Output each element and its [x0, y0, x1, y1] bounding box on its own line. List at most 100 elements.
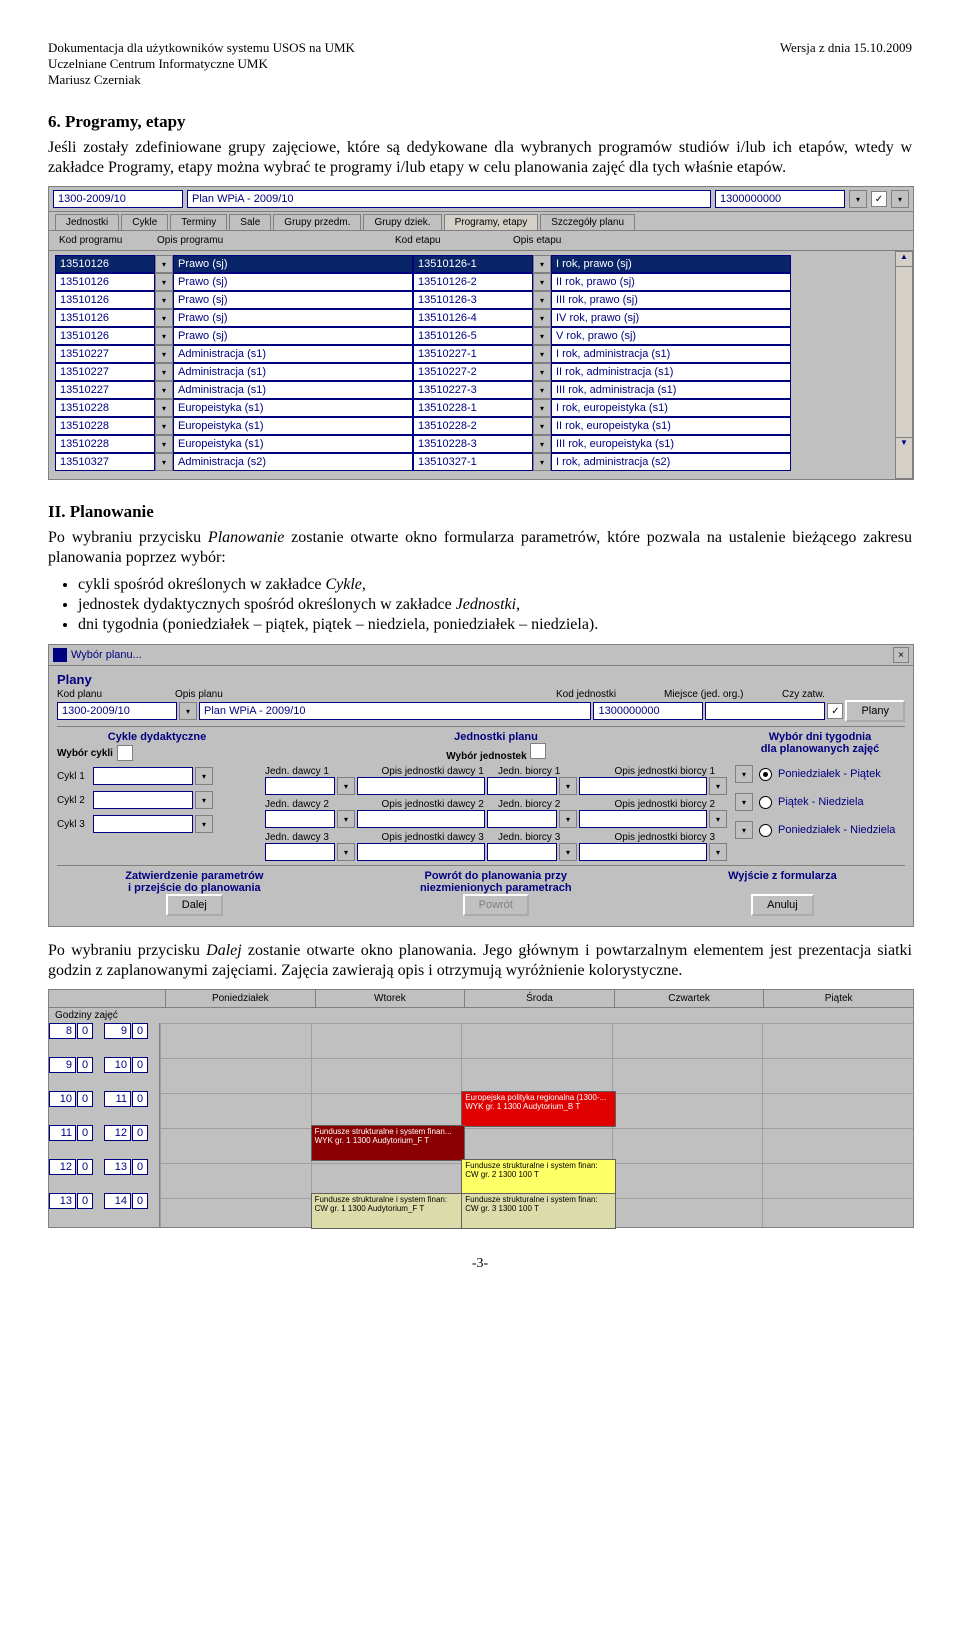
- shot1-kod-planu[interactable]: 1300-2009/10: [53, 190, 183, 208]
- table-row[interactable]: 13510126▾Prawo (sj)13510126-5▾V rok, pra…: [55, 327, 889, 345]
- wybor-jednostek-checkbox[interactable]: [530, 743, 546, 759]
- timetable-event[interactable]: Fundusze strukturalne i system finan... …: [311, 1125, 466, 1161]
- jedn-dawcy-input[interactable]: [265, 810, 335, 828]
- dropdown-icon[interactable]: ▾: [155, 417, 173, 435]
- table-row[interactable]: 13510227▾Administracja (s1)13510227-3▾II…: [55, 381, 889, 399]
- dropdown-icon[interactable]: ▾: [533, 255, 551, 273]
- table-row[interactable]: 13510126▾Prawo (sj)13510126-4▾IV rok, pr…: [55, 309, 889, 327]
- jedn-dawcy-input[interactable]: [265, 777, 335, 795]
- timetable-event[interactable]: Europejska polityka regionalna (1300-...…: [461, 1091, 616, 1127]
- cykl-input[interactable]: [93, 791, 193, 809]
- cykl-input[interactable]: [93, 767, 193, 785]
- close-icon[interactable]: ×: [893, 647, 909, 663]
- tab-szczeg-y-planu[interactable]: Szczegóły planu: [540, 214, 635, 230]
- dropdown-icon[interactable]: ▾: [155, 435, 173, 453]
- table-row[interactable]: 13510228▾Europeistyka (s1)13510228-3▾III…: [55, 435, 889, 453]
- table-row[interactable]: 13510228▾Europeistyka (s1)13510228-1▾I r…: [55, 399, 889, 417]
- table-row[interactable]: 13510126▾Prawo (sj)13510126-3▾III rok, p…: [55, 291, 889, 309]
- dropdown-icon[interactable]: ▾: [155, 291, 173, 309]
- powrot-button[interactable]: Powrót: [463, 894, 529, 916]
- dropdown-icon[interactable]: ▾: [533, 435, 551, 453]
- scroll-up-icon[interactable]: ▲: [896, 252, 912, 267]
- tab-jednostki[interactable]: Jednostki: [55, 214, 119, 230]
- dropdown-icon[interactable]: ▾: [735, 765, 753, 783]
- jedn-biorcy-input[interactable]: [487, 843, 557, 861]
- dropdown-icon[interactable]: ▾: [155, 255, 173, 273]
- dropdown-icon[interactable]: ▾: [559, 810, 577, 828]
- dropdown-icon[interactable]: ▾: [533, 291, 551, 309]
- dropdown-icon[interactable]: ▾: [155, 363, 173, 381]
- dropdown-icon[interactable]: ▾: [533, 363, 551, 381]
- dropdown-icon[interactable]: ▾: [559, 843, 577, 861]
- dropdown-icon[interactable]: ▾: [179, 702, 197, 720]
- dropdown-icon[interactable]: ▾: [709, 843, 727, 861]
- jedn-biorcy-opis[interactable]: [579, 777, 707, 795]
- table-row[interactable]: 13510227▾Administracja (s1)13510227-2▾II…: [55, 363, 889, 381]
- table-row[interactable]: 13510327▾Administracja (s2)13510327-1▾I …: [55, 453, 889, 471]
- table-row[interactable]: 13510126▾Prawo (sj)13510126-2▾II rok, pr…: [55, 273, 889, 291]
- dropdown-icon[interactable]: ▾: [155, 453, 173, 471]
- day-radio[interactable]: [759, 768, 772, 781]
- dalej-button[interactable]: Dalej: [166, 894, 223, 916]
- tab-grupy-przedm-[interactable]: Grupy przedm.: [273, 214, 361, 230]
- day-radio[interactable]: [759, 824, 772, 837]
- dropdown-icon[interactable]: ▾: [337, 810, 355, 828]
- plany-kod[interactable]: 1300-2009/10: [57, 702, 177, 720]
- tab-sale[interactable]: Sale: [229, 214, 271, 230]
- scrollbar[interactable]: ▲ ▼: [895, 251, 913, 479]
- plany-zatw-checkbox[interactable]: ✓: [827, 703, 843, 719]
- dropdown-icon[interactable]: ▾: [533, 309, 551, 327]
- jedn-dawcy-input[interactable]: [265, 843, 335, 861]
- dropdown-icon[interactable]: ▾: [533, 417, 551, 435]
- shot1-plan-name[interactable]: Plan WPiA - 2009/10: [187, 190, 711, 208]
- plany-jedn[interactable]: 1300000000: [593, 702, 703, 720]
- jedn-dawcy-opis[interactable]: [357, 843, 485, 861]
- dropdown-icon[interactable]: ▾: [735, 793, 753, 811]
- dropdown-icon[interactable]: ▾: [195, 791, 213, 809]
- checkbox-zatw[interactable]: ✓: [871, 191, 887, 207]
- cykl-input[interactable]: [93, 815, 193, 833]
- jedn-biorcy-opis[interactable]: [579, 810, 707, 828]
- dropdown-icon[interactable]: ▾: [155, 327, 173, 345]
- dropdown-icon[interactable]: ▾: [533, 453, 551, 471]
- plany-miejsce[interactable]: [705, 702, 825, 720]
- table-row[interactable]: 13510228▾Europeistyka (s1)13510228-2▾II …: [55, 417, 889, 435]
- tab-terminy[interactable]: Terminy: [170, 214, 227, 230]
- dropdown-icon[interactable]: ▾: [337, 777, 355, 795]
- jedn-dawcy-opis[interactable]: [357, 777, 485, 795]
- tab-cykle[interactable]: Cykle: [121, 214, 168, 230]
- plany-button[interactable]: Plany: [845, 700, 905, 722]
- plany-opis[interactable]: Plan WPiA - 2009/10: [199, 702, 591, 720]
- tab-programy-etapy[interactable]: Programy, etapy: [444, 214, 539, 230]
- timetable-event[interactable]: Fundusze strukturalne i system finan: CW…: [461, 1159, 616, 1195]
- dropdown-icon[interactable]: ▾: [735, 821, 753, 839]
- anuluj-button[interactable]: Anuluj: [751, 894, 814, 916]
- options-icon[interactable]: ▾: [891, 190, 909, 208]
- dropdown-icon[interactable]: ▾: [533, 345, 551, 363]
- table-row[interactable]: 13510126▾Prawo (sj)13510126-1▾I rok, pra…: [55, 255, 889, 273]
- dropdown-icon[interactable]: ▾: [337, 843, 355, 861]
- wybor-cykli-checkbox[interactable]: [117, 745, 133, 761]
- dropdown-icon[interactable]: ▾: [709, 777, 727, 795]
- dropdown-icon[interactable]: ▾: [155, 309, 173, 327]
- dropdown-icon[interactable]: ▾: [195, 767, 213, 785]
- scroll-down-icon[interactable]: ▼: [896, 437, 912, 452]
- jedn-dawcy-opis[interactable]: [357, 810, 485, 828]
- dropdown-icon[interactable]: ▾: [155, 273, 173, 291]
- table-row[interactable]: 13510227▾Administracja (s1)13510227-1▾I …: [55, 345, 889, 363]
- jedn-biorcy-input[interactable]: [487, 777, 557, 795]
- day-radio[interactable]: [759, 796, 772, 809]
- timetable-event[interactable]: Fundusze strukturalne i system finan: CW…: [461, 1193, 616, 1229]
- dropdown-icon[interactable]: ▾: [559, 777, 577, 795]
- tab-grupy-dziek-[interactable]: Grupy dziek.: [363, 214, 441, 230]
- timetable-event[interactable]: Fundusze strukturalne i system finan: CW…: [311, 1193, 466, 1229]
- dropdown-icon[interactable]: ▾: [155, 345, 173, 363]
- dropdown-icon[interactable]: ▾: [533, 273, 551, 291]
- jedn-biorcy-opis[interactable]: [579, 843, 707, 861]
- dropdown-icon[interactable]: ▾: [155, 399, 173, 417]
- shot1-jedn[interactable]: 1300000000: [715, 190, 845, 208]
- dropdown-icon[interactable]: ▾: [849, 190, 867, 208]
- dropdown-icon[interactable]: ▾: [195, 815, 213, 833]
- dropdown-icon[interactable]: ▾: [533, 327, 551, 345]
- dropdown-icon[interactable]: ▾: [709, 810, 727, 828]
